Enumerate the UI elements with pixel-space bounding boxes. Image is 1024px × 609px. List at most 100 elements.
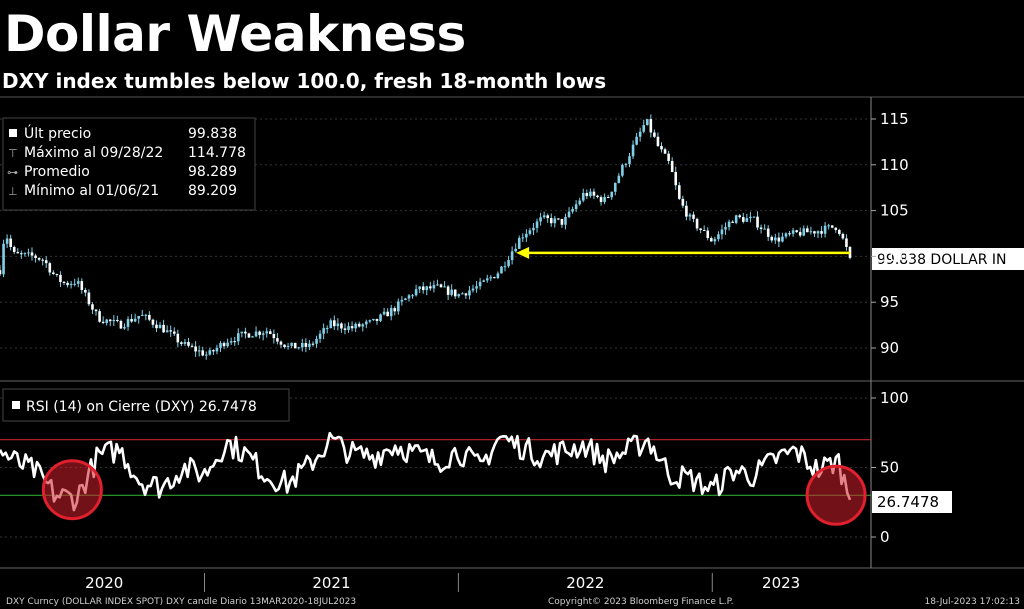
candle-body	[838, 229, 841, 234]
candle-body	[101, 321, 105, 323]
candle-body	[12, 246, 16, 253]
price-tag-box	[872, 248, 1024, 270]
candle-body	[84, 289, 87, 293]
legend-low-value: 89.209	[188, 183, 237, 199]
oversold-highlight-2020	[41, 459, 103, 521]
candle-body	[436, 284, 439, 286]
candle-body	[286, 345, 290, 348]
candle-body	[841, 233, 845, 239]
candle-body	[354, 323, 357, 329]
candle-body	[9, 238, 12, 247]
candle-body	[482, 280, 485, 282]
candle-body	[702, 230, 706, 232]
candle-body	[610, 191, 614, 198]
candle-body	[123, 326, 126, 329]
candle-body	[375, 318, 379, 321]
candle-body	[557, 218, 560, 220]
candle-body	[165, 330, 169, 333]
candle-body	[180, 342, 183, 344]
candle-body	[574, 204, 578, 210]
price-tick-label: 110	[880, 156, 909, 174]
candle-body	[457, 294, 461, 297]
candle-body	[688, 214, 692, 217]
rsi-tag-box	[872, 491, 952, 513]
candle-body	[738, 215, 742, 218]
candle-body	[475, 286, 478, 289]
candle-body	[41, 259, 44, 261]
candle-body	[464, 293, 468, 296]
candle-body	[190, 345, 194, 347]
year-label: 2020	[85, 574, 123, 592]
candle-body	[567, 211, 571, 218]
candle-body	[578, 200, 582, 205]
price-gridlines	[0, 118, 871, 349]
candle-body	[677, 185, 681, 199]
candle-body	[148, 314, 151, 320]
legend-square-icon	[9, 129, 17, 137]
candle-body	[91, 304, 94, 310]
candle-body	[158, 324, 162, 329]
candle-body	[649, 119, 653, 133]
year-label: 2023	[762, 574, 800, 592]
candle-body	[236, 333, 240, 342]
candle-body	[350, 326, 354, 329]
legend-average-value: 98.289	[188, 164, 237, 180]
rsi-axis-ticks: 0 50 100	[871, 389, 909, 546]
candle-body	[731, 221, 734, 223]
candle-body	[37, 258, 41, 260]
candle-body	[706, 230, 710, 238]
candle-body	[809, 231, 813, 233]
year-label: 2022	[566, 574, 604, 592]
candle-body	[489, 277, 493, 279]
candle-body	[507, 260, 510, 267]
candle-body	[830, 225, 834, 228]
price-tick-label: 115	[880, 110, 909, 128]
candle-body	[172, 331, 176, 334]
candle-body	[542, 215, 546, 218]
candle-body	[265, 331, 269, 334]
candle-body	[116, 319, 119, 321]
candle-body	[777, 237, 781, 242]
candle-body	[48, 263, 52, 273]
candle-body	[322, 328, 325, 334]
rsi-tick-label: 100	[880, 389, 909, 407]
candle-body	[311, 343, 315, 345]
candle-body	[162, 324, 165, 333]
candle-body	[585, 192, 589, 197]
rsi-tick-label: 50	[880, 459, 899, 477]
candle-body	[212, 350, 215, 352]
candle-body	[301, 342, 304, 348]
legend-last-label: Últ precio	[24, 124, 91, 142]
legend-low-label: Mínimo al 01/06/21	[24, 183, 159, 199]
candle-body	[699, 228, 702, 231]
candle-body	[606, 197, 610, 199]
candle-body	[73, 283, 76, 285]
year-dividers	[204, 573, 713, 592]
candle-body	[304, 342, 308, 347]
candle-body	[674, 171, 678, 186]
candle-body	[20, 253, 23, 255]
candle-body	[539, 217, 542, 222]
candle-body	[279, 341, 283, 345]
candle-body	[105, 319, 108, 323]
candle-body	[112, 319, 116, 322]
candle-body	[233, 341, 237, 343]
rsi-tick-label: 0	[880, 528, 890, 546]
candle-body	[670, 160, 674, 172]
candle-body	[219, 343, 222, 348]
candle-body	[357, 323, 361, 327]
candle-body	[613, 182, 617, 192]
candle-body	[770, 236, 774, 241]
candle-body	[16, 252, 20, 254]
candle-body	[55, 274, 59, 276]
candle-body	[774, 237, 777, 241]
candle-body	[251, 336, 254, 338]
candle-body	[759, 227, 763, 229]
candle-body	[183, 342, 187, 344]
candle-body	[667, 153, 670, 161]
candle-body	[272, 333, 276, 339]
candle-body	[517, 237, 521, 249]
price-tick-label: 100	[880, 247, 909, 265]
candle-body	[642, 125, 646, 132]
price-tick-label: 105	[880, 202, 909, 220]
